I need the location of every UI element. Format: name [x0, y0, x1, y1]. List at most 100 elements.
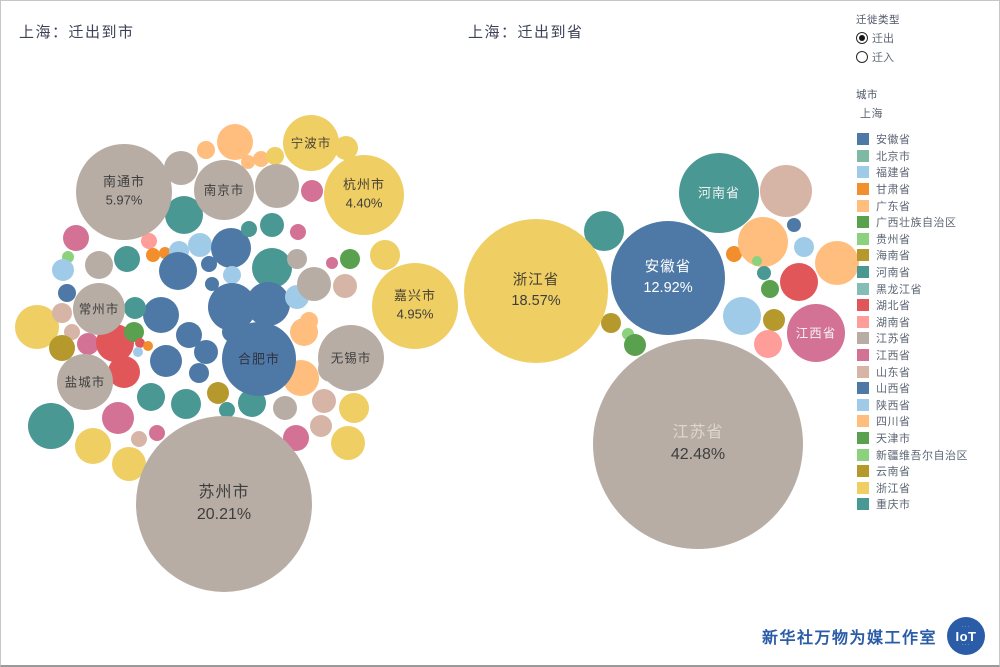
legend-item[interactable]: 安徽省: [857, 131, 968, 148]
bubble[interactable]: [312, 389, 336, 413]
bubble[interactable]: [76, 144, 172, 240]
bubble[interactable]: [246, 282, 290, 326]
bubble[interactable]: [217, 124, 253, 160]
bubble[interactable]: [208, 283, 256, 331]
bubble[interactable]: [149, 425, 165, 441]
bubble[interactable]: [761, 280, 779, 298]
legend-item[interactable]: 云南省: [857, 463, 968, 480]
legend-item[interactable]: 江苏省: [857, 330, 968, 347]
city-filter-value[interactable]: 上海: [860, 108, 883, 120]
bubble[interactable]: [723, 297, 761, 335]
bubble[interactable]: [794, 237, 814, 257]
bubble[interactable]: [324, 155, 404, 235]
bubble[interactable]: [241, 155, 255, 169]
bubble[interactable]: [754, 330, 782, 358]
legend-item[interactable]: 天津市: [857, 430, 968, 447]
legend-item[interactable]: 重庆市: [857, 496, 968, 513]
bubble[interactable]: [283, 425, 309, 451]
bubble[interactable]: [763, 309, 785, 331]
bubble[interactable]: [624, 334, 646, 356]
bubble[interactable]: [757, 266, 771, 280]
bubble[interactable]: [333, 274, 357, 298]
bubble[interactable]: [146, 248, 160, 262]
bubble[interactable]: [77, 333, 99, 355]
bubble[interactable]: [143, 297, 179, 333]
legend-item[interactable]: 浙江省: [857, 479, 968, 496]
bubble[interactable]: [223, 266, 241, 284]
bubble[interactable]: [787, 218, 801, 232]
bubble[interactable]: [726, 246, 742, 262]
bubble[interactable]: [205, 277, 219, 291]
legend-item[interactable]: 河南省: [857, 264, 968, 281]
bubble[interactable]: [28, 403, 74, 449]
bubble[interactable]: [252, 248, 292, 288]
legend-item[interactable]: 广西壮族自治区: [857, 214, 968, 231]
bubble[interactable]: [64, 324, 80, 340]
bubble[interactable]: [219, 402, 235, 418]
bubble[interactable]: [176, 322, 202, 348]
bubble[interactable]: [150, 345, 182, 377]
legend-item[interactable]: 四川省: [857, 413, 968, 430]
radio-unselected-icon[interactable]: [856, 51, 868, 63]
bubble[interactable]: [372, 263, 458, 349]
legend-item[interactable]: 江西省: [857, 347, 968, 364]
bubble[interactable]: [63, 225, 89, 251]
bubble[interactable]: [49, 335, 75, 361]
bubble[interactable]: [340, 249, 360, 269]
legend-item[interactable]: 湖北省: [857, 297, 968, 314]
bubble[interactable]: [290, 224, 306, 240]
bubble[interactable]: [201, 256, 217, 272]
bubble[interactable]: [108, 356, 140, 388]
bubble[interactable]: [318, 325, 384, 391]
bubble[interactable]: [15, 305, 59, 349]
bubble[interactable]: [171, 389, 201, 419]
bubble[interactable]: [326, 257, 338, 269]
bubble[interactable]: [143, 341, 153, 351]
bubble[interactable]: [124, 297, 146, 319]
bubble[interactable]: [52, 303, 72, 323]
legend-item[interactable]: 海南省: [857, 247, 968, 264]
legend-item[interactable]: 广东省: [857, 197, 968, 214]
bubble[interactable]: [255, 164, 299, 208]
bubble[interactable]: [760, 165, 812, 217]
bubble[interactable]: [222, 322, 296, 396]
bubble[interactable]: [241, 221, 257, 237]
bubble[interactable]: [112, 447, 146, 481]
bubble[interactable]: [584, 211, 624, 251]
bubble[interactable]: [137, 383, 165, 411]
bubble[interactable]: [57, 354, 113, 410]
legend-item[interactable]: 陕西省: [857, 397, 968, 414]
bubble[interactable]: [75, 428, 111, 464]
bubble[interactable]: [207, 382, 229, 404]
bubble[interactable]: [135, 338, 145, 348]
bubble[interactable]: [611, 221, 725, 335]
bubble[interactable]: [815, 241, 859, 285]
legend-item[interactable]: 黑龙江省: [857, 280, 968, 297]
bubble[interactable]: [124, 322, 144, 342]
bubble[interactable]: [73, 283, 125, 335]
bubble[interactable]: [310, 415, 332, 437]
bubble[interactable]: [194, 340, 218, 364]
bubble[interactable]: [197, 141, 215, 159]
bubble[interactable]: [141, 233, 157, 249]
bubble[interactable]: [194, 160, 254, 220]
bubble[interactable]: [85, 251, 113, 279]
bubble[interactable]: [211, 228, 251, 268]
bubble[interactable]: [164, 151, 198, 185]
bubble[interactable]: [133, 347, 143, 357]
bubble[interactable]: [159, 252, 197, 290]
legend-item[interactable]: 北京市: [857, 148, 968, 165]
bubble[interactable]: [370, 240, 400, 270]
radio-selected-icon[interactable]: [856, 32, 868, 44]
bubble[interactable]: [787, 304, 845, 362]
bubble[interactable]: [331, 426, 365, 460]
bubble[interactable]: [679, 153, 759, 233]
bubble[interactable]: [102, 402, 134, 434]
bubble[interactable]: [283, 115, 339, 171]
bubble[interactable]: [253, 151, 269, 167]
bubble[interactable]: [189, 363, 209, 383]
bubble[interactable]: [301, 180, 323, 202]
legend-item[interactable]: 贵州省: [857, 231, 968, 248]
bubble[interactable]: [601, 313, 621, 333]
bubble[interactable]: [297, 267, 331, 301]
